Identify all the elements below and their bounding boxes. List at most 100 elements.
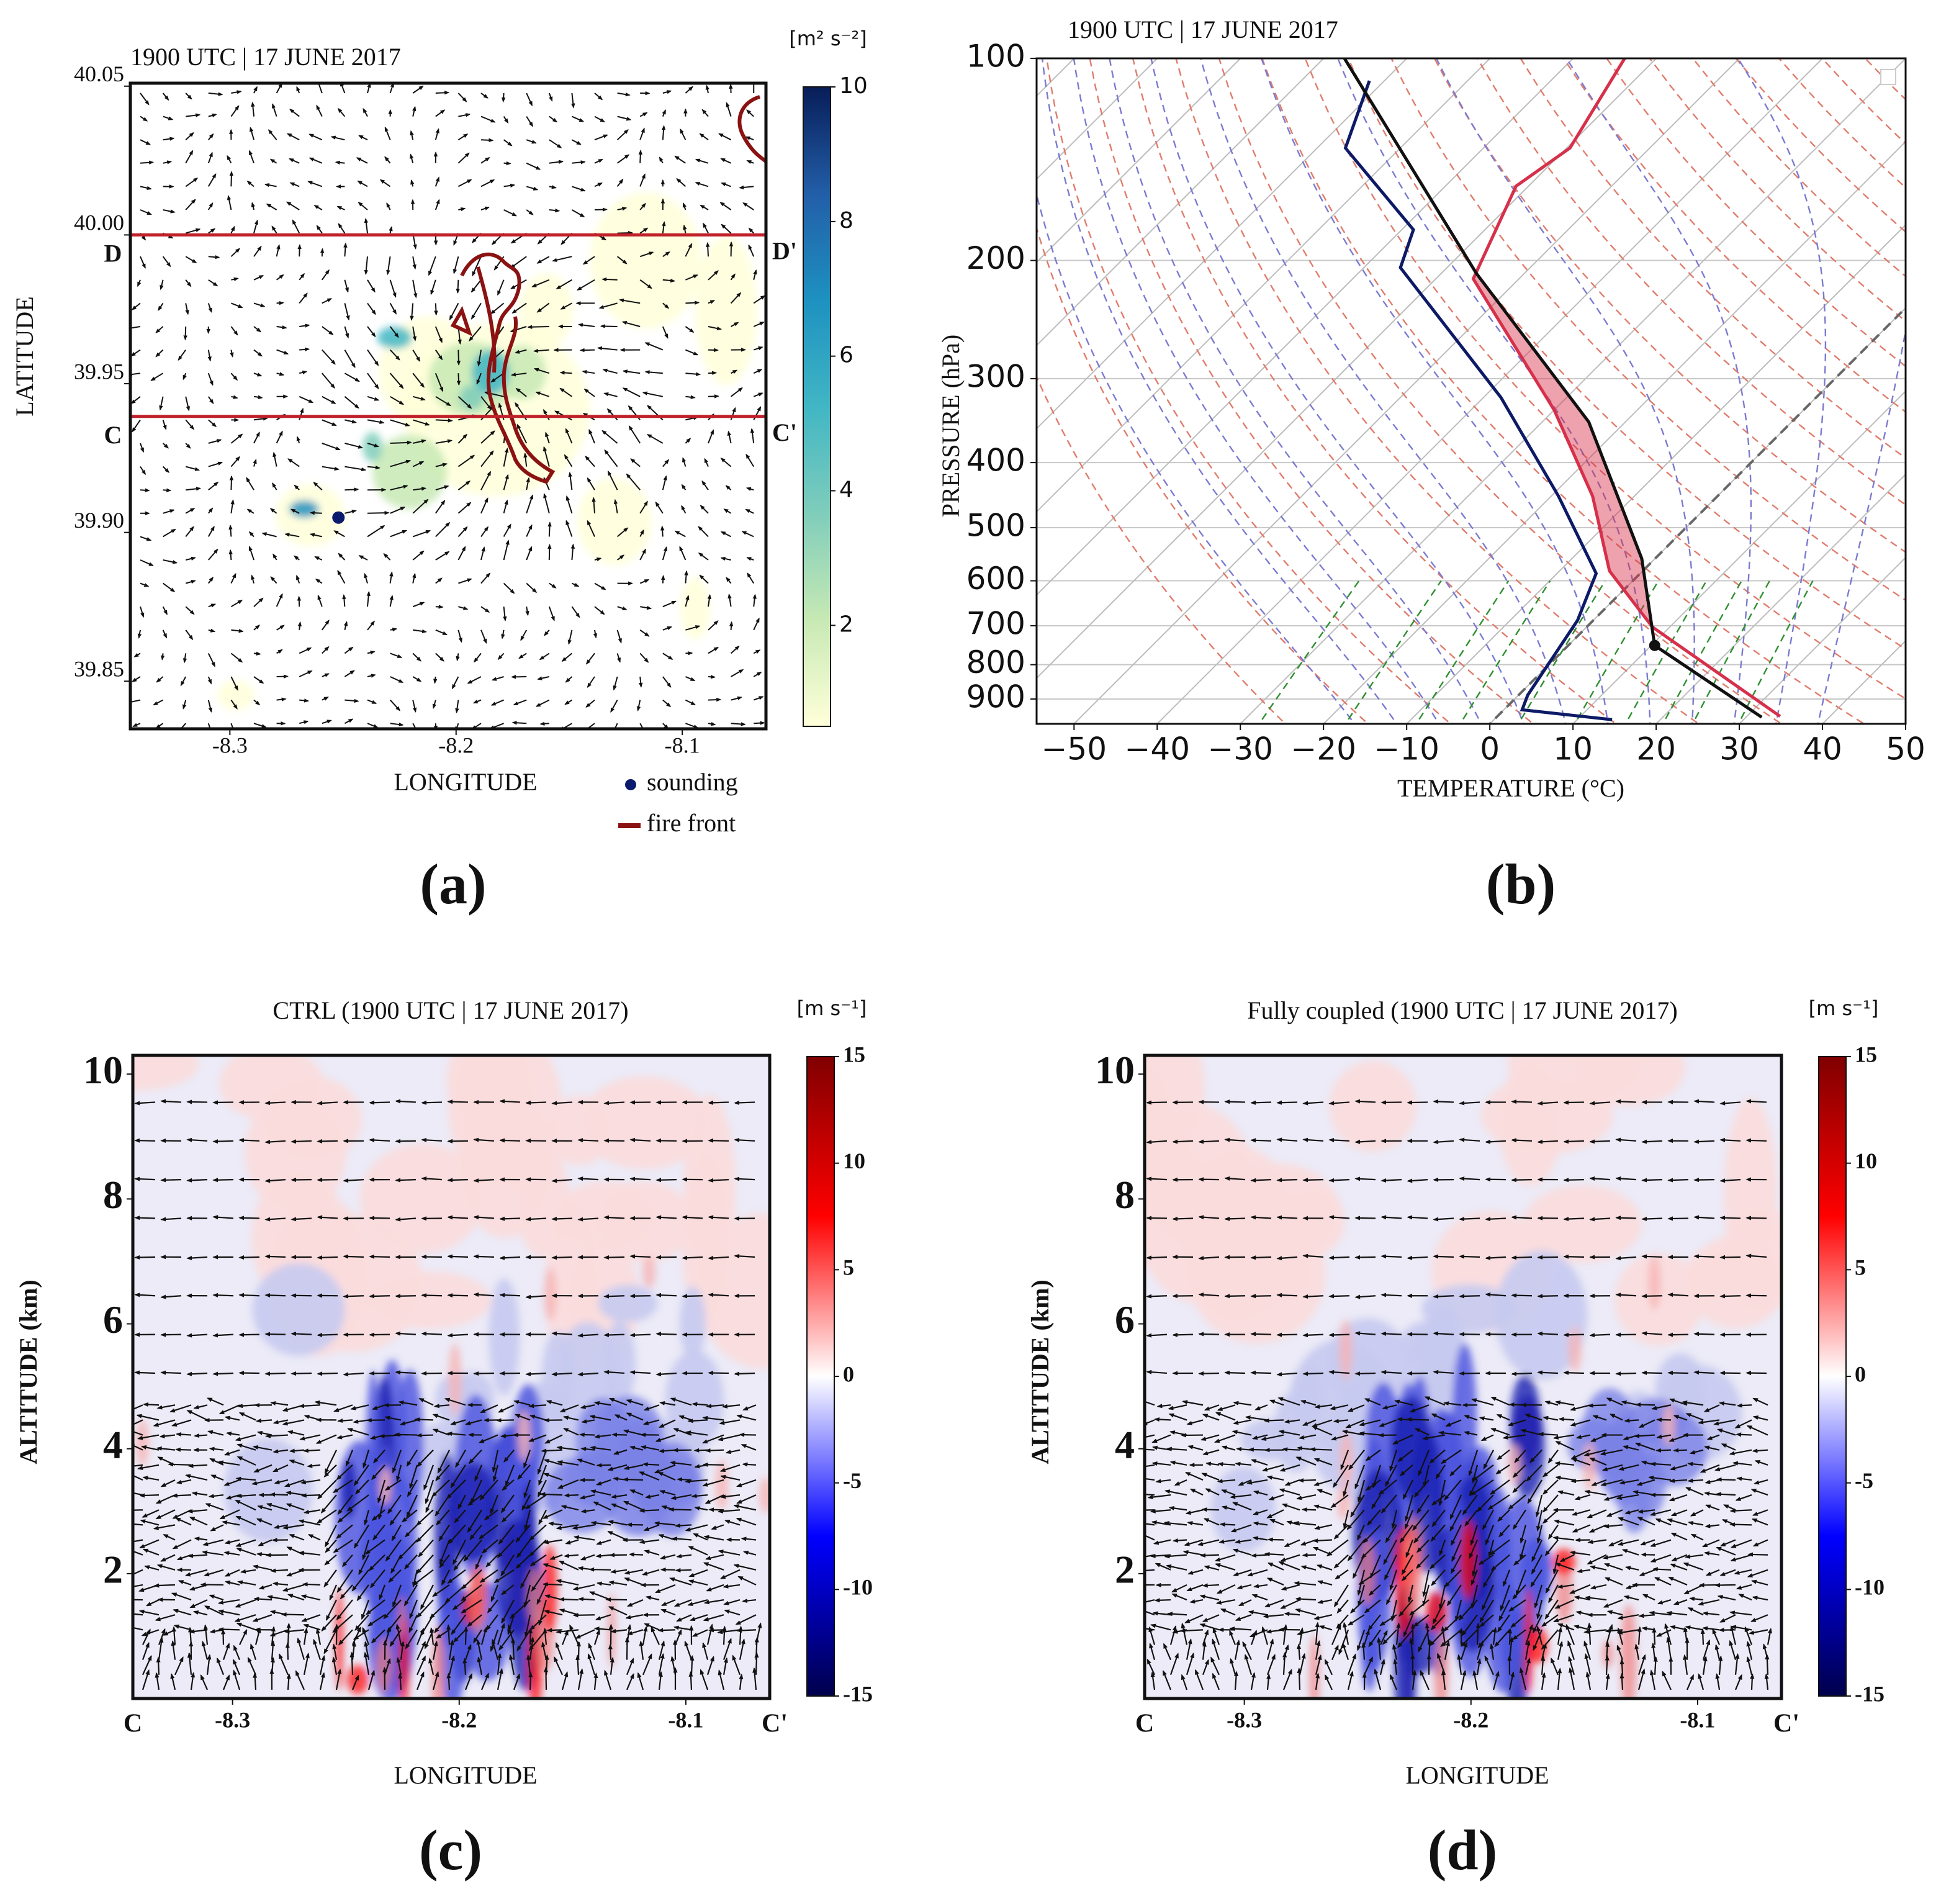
wind-vector xyxy=(367,674,376,678)
section-start-label: C xyxy=(104,421,122,449)
legend-marker xyxy=(625,779,636,790)
wind-vector xyxy=(185,228,201,234)
wind-vector xyxy=(503,139,513,147)
field-blob xyxy=(363,432,382,462)
wind-vector xyxy=(430,279,436,296)
wind-vector xyxy=(457,629,462,643)
wind-vector xyxy=(344,718,354,724)
wind-vector xyxy=(1251,1553,1268,1558)
y-tick-label: 39.95 xyxy=(74,359,124,384)
wind-vector xyxy=(435,176,439,187)
y-tick-label: 2 xyxy=(1115,1548,1135,1592)
dry-adiabat xyxy=(1908,58,1941,729)
field-blob xyxy=(679,1286,706,1361)
wind-vector xyxy=(1250,1100,1272,1105)
wind-vector xyxy=(518,652,527,659)
wind-vector xyxy=(208,461,223,467)
wind-vector xyxy=(1615,1216,1637,1220)
wind-vector xyxy=(457,152,470,164)
wind-vector xyxy=(140,606,145,618)
wind-vector xyxy=(317,1255,338,1260)
wind-vector xyxy=(536,302,550,313)
wind-vector xyxy=(435,500,446,514)
wind-vector xyxy=(1619,1672,1624,1690)
wind-vector xyxy=(276,244,281,257)
wind-vector xyxy=(389,326,399,338)
wind-vector xyxy=(162,420,167,430)
wind-vector xyxy=(480,430,495,444)
wind-vector xyxy=(363,107,368,117)
wind-vector xyxy=(185,256,197,263)
wind-vector xyxy=(212,1100,234,1105)
wind-vector xyxy=(379,179,391,187)
wind-vector xyxy=(276,349,289,354)
wind-vector xyxy=(307,181,323,187)
wind-vector xyxy=(338,223,346,234)
wind-vector xyxy=(162,256,171,268)
y-tick-label: 6 xyxy=(1115,1297,1135,1342)
wind-vector xyxy=(185,419,195,430)
field-blob xyxy=(1583,1441,1596,1492)
colorbar-tick-label: 4 xyxy=(839,477,853,503)
wind-vector xyxy=(163,115,174,120)
wind-vector xyxy=(194,1433,208,1438)
dry-adiabat xyxy=(1304,58,1906,700)
wind-vector xyxy=(322,673,330,677)
wind-vector xyxy=(390,395,405,405)
wind-vector xyxy=(276,625,285,631)
wind-vector xyxy=(503,523,511,537)
wind-vector xyxy=(499,1293,521,1297)
wind-vector xyxy=(296,574,300,584)
x-tick-label: -8.3 xyxy=(215,1707,250,1732)
wind-vector xyxy=(182,653,187,664)
dry-adiabat xyxy=(1692,58,1906,277)
wind-vector xyxy=(230,350,234,358)
wind-vector xyxy=(185,526,194,538)
section-end-label: D' xyxy=(772,237,797,265)
wind-vector xyxy=(412,676,422,682)
wind-vector xyxy=(330,135,345,141)
wind-vector xyxy=(1407,1332,1428,1337)
wind-vector xyxy=(1302,1553,1317,1558)
wind-vector xyxy=(1146,1255,1168,1260)
wind-vector xyxy=(501,629,505,639)
wind-vector xyxy=(322,419,337,426)
wind-vector xyxy=(207,700,212,713)
field-blob xyxy=(1339,1320,1353,1379)
wind-vector xyxy=(447,1139,469,1144)
wind-vector xyxy=(369,1100,390,1105)
field-blob xyxy=(289,500,319,518)
wind-vector xyxy=(229,475,234,490)
wind-vector xyxy=(231,90,242,94)
y-tick-label: 10 xyxy=(1095,1048,1135,1092)
wind-vector xyxy=(677,1477,692,1482)
wind-vector xyxy=(435,629,448,636)
wind-vector xyxy=(480,115,496,123)
wind-vector xyxy=(528,1627,533,1645)
wind-vector xyxy=(276,649,283,654)
wind-vector xyxy=(367,465,381,470)
wind-vector xyxy=(212,1371,234,1376)
wind-vector xyxy=(264,1332,286,1337)
colorbar-tick-label: 10 xyxy=(1855,1148,1877,1173)
wind-vector xyxy=(1511,1099,1533,1104)
section-start-label: C xyxy=(1135,1710,1154,1738)
wind-vector xyxy=(526,186,539,191)
wind-vector xyxy=(140,582,150,587)
wind-vector xyxy=(178,350,187,361)
colorbar-tick-label: 2 xyxy=(839,611,853,637)
dry-adiabat xyxy=(1347,58,1906,650)
wind-vector xyxy=(1563,1139,1585,1144)
wind-vector xyxy=(457,526,468,538)
wind-vector xyxy=(412,499,429,514)
wind-vector xyxy=(316,225,323,234)
wind-vector xyxy=(480,206,490,210)
wind-vector xyxy=(367,723,379,728)
section-end-label: C' xyxy=(1773,1710,1799,1738)
wind-vector xyxy=(253,86,258,94)
wind-vector xyxy=(520,629,528,641)
wind-vector xyxy=(449,302,459,321)
wind-vector xyxy=(412,106,417,117)
wind-vector xyxy=(367,279,376,293)
wind-vector xyxy=(390,652,403,659)
